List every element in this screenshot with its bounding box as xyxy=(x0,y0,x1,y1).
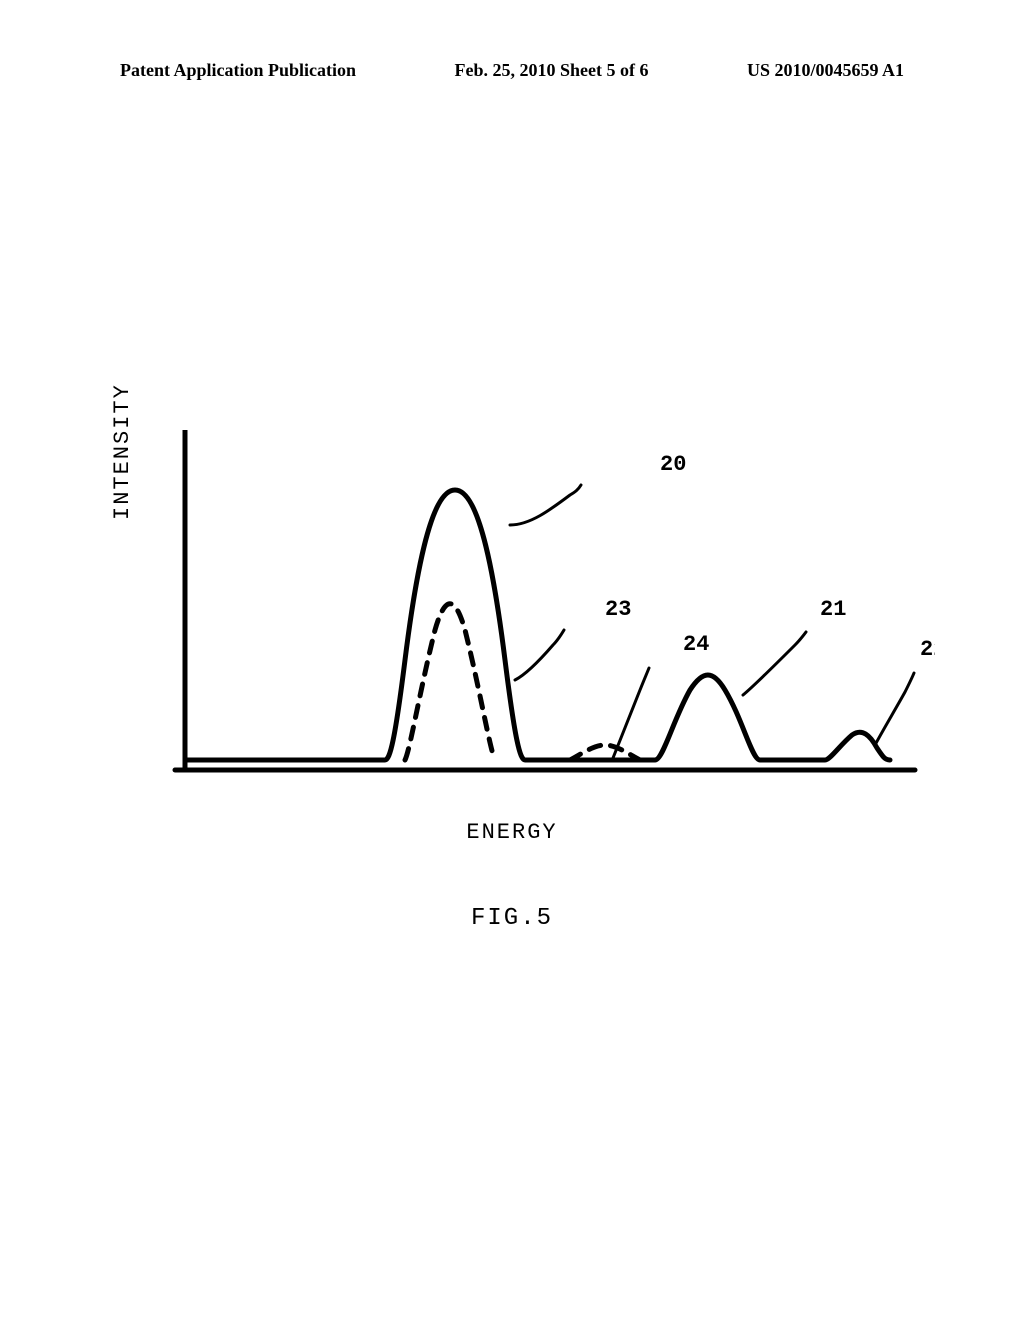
svg-text:20: 20 xyxy=(660,452,686,477)
intensity-energy-chart: 2023242122 xyxy=(155,430,875,800)
chart-svg: 20 23 24 21 22 xyxy=(155,430,935,800)
header-right: US 2010/0045659 A1 xyxy=(747,60,904,81)
figure-label: FIG.5 xyxy=(0,905,1024,932)
header-center: Feb. 25, 2010 Sheet 5 of 6 xyxy=(455,60,649,81)
svg-text:24: 24 xyxy=(683,632,709,657)
header-left: Patent Application Publication xyxy=(120,60,356,81)
y-axis-label: INTENSITY xyxy=(110,383,135,520)
page-header: Patent Application Publication Feb. 25, … xyxy=(0,60,1024,81)
svg-text:22: 22 xyxy=(920,637,935,662)
svg-text:21: 21 xyxy=(820,597,846,622)
svg-text:23: 23 xyxy=(605,597,631,622)
x-axis-label: ENERGY xyxy=(0,820,1024,845)
